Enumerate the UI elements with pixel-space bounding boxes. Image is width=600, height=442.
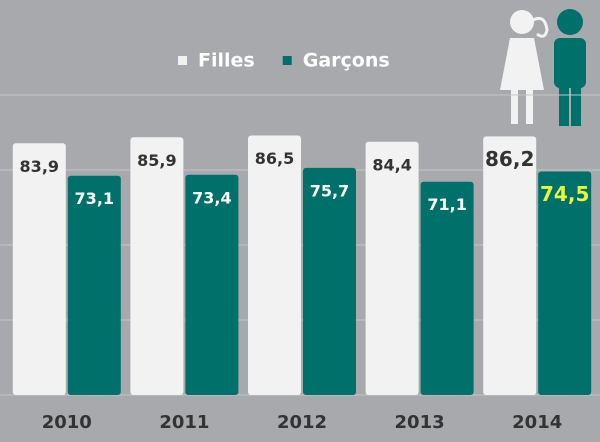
bar — [483, 136, 537, 395]
value-label: 83,9 — [20, 157, 59, 176]
bar — [185, 174, 239, 395]
legend-swatch — [282, 56, 292, 65]
value-label: 86,2 — [485, 147, 534, 171]
bar — [12, 143, 66, 395]
value-label: 84,4 — [372, 155, 411, 174]
bar — [538, 171, 592, 395]
value-label: 85,9 — [137, 151, 176, 170]
value-label: 86,5 — [255, 149, 294, 168]
bar — [365, 141, 419, 395]
value-label: 73,1 — [75, 189, 114, 208]
x-tick-label: 2013 — [395, 412, 445, 433]
bar — [248, 135, 301, 395]
value-label: 71,1 — [427, 195, 466, 214]
bar — [67, 175, 121, 395]
value-label: 75,7 — [310, 181, 349, 200]
x-tick-label: 2010 — [42, 412, 92, 433]
legend-swatch — [178, 56, 187, 65]
x-tick-label: 2011 — [159, 412, 209, 433]
value-label: 73,4 — [192, 188, 231, 207]
legend-label: Filles — [198, 50, 255, 72]
bar — [303, 167, 356, 395]
people-icon — [500, 9, 586, 126]
legend-label: Garçons — [303, 50, 390, 72]
x-tick-label: 2014 — [512, 412, 562, 433]
bar — [420, 181, 474, 395]
x-tick-label: 2012 — [277, 412, 327, 433]
value-label: 74,5 — [540, 182, 589, 206]
bar — [130, 137, 184, 396]
